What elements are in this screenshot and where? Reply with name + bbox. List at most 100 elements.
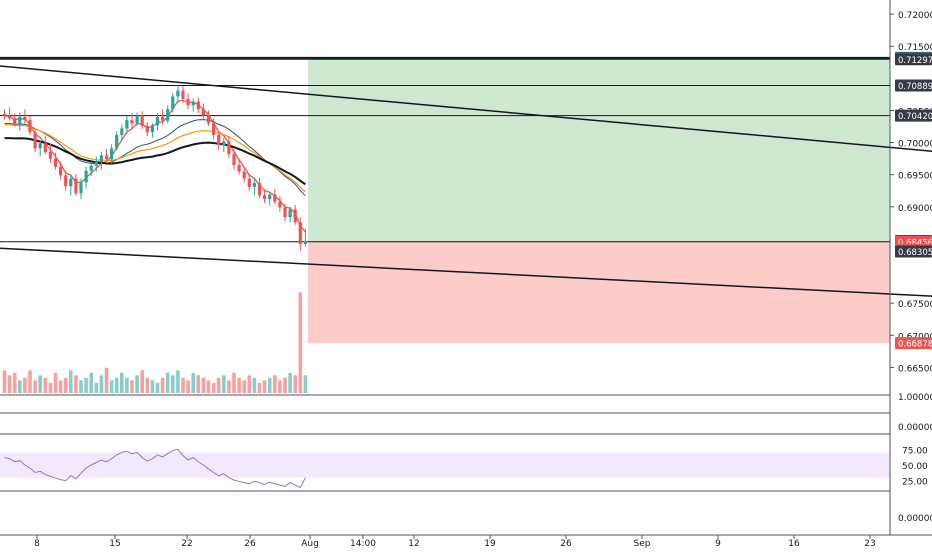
candle[interactable] — [186, 93, 190, 110]
candle-body — [79, 182, 83, 194]
stop-zone[interactable] — [308, 241, 890, 344]
candle[interactable] — [104, 149, 109, 164]
candle[interactable] — [28, 116, 32, 135]
candle-body — [115, 134, 119, 149]
candle[interactable] — [99, 151, 103, 170]
candle[interactable] — [69, 174, 73, 196]
candle[interactable] — [23, 109, 27, 124]
candle[interactable] — [43, 136, 47, 155]
candle[interactable] — [2, 109, 7, 120]
candle[interactable] — [247, 173, 251, 191]
candle-body — [206, 115, 211, 124]
candle[interactable] — [242, 166, 246, 183]
candle[interactable] — [181, 86, 185, 103]
trendline[interactable] — [0, 65, 932, 153]
candle[interactable] — [79, 178, 83, 200]
rsi-tick-label: 25.00 — [902, 478, 928, 488]
time-tick-label: Aug — [301, 539, 319, 549]
candle[interactable] — [196, 97, 200, 114]
volume-bar — [74, 375, 78, 393]
candle-body — [99, 155, 103, 162]
candle[interactable] — [115, 131, 119, 151]
price-tick-label: 0.71500 — [898, 43, 932, 53]
volume-bar — [99, 375, 104, 393]
candle[interactable] — [38, 140, 42, 157]
candle[interactable] — [33, 128, 37, 153]
candle[interactable] — [64, 170, 68, 191]
candle[interactable] — [110, 144, 114, 164]
candle[interactable] — [18, 112, 22, 132]
candle[interactable] — [135, 112, 139, 126]
candle[interactable] — [232, 149, 236, 170]
candle-body — [166, 109, 170, 121]
volume-bar — [58, 380, 63, 393]
volume-bar — [2, 370, 7, 393]
candle[interactable] — [293, 204, 297, 225]
panel-axis-label: 0.00000 — [898, 423, 932, 433]
candle[interactable] — [212, 118, 216, 140]
candle[interactable] — [237, 158, 241, 175]
candle-body — [191, 101, 195, 106]
volume-bar — [257, 382, 262, 393]
volume-bar — [33, 380, 37, 393]
candle[interactable] — [74, 174, 78, 196]
candle[interactable] — [298, 217, 302, 251]
candle[interactable] — [59, 161, 63, 180]
target-zone[interactable] — [308, 57, 890, 242]
volume-bar — [150, 380, 155, 393]
candle[interactable] — [206, 110, 211, 126]
candle[interactable] — [84, 166, 88, 189]
candle[interactable] — [125, 116, 129, 134]
candle[interactable] — [140, 111, 144, 130]
candle-body — [33, 132, 37, 149]
rsi-tick-label: 75.00 — [902, 446, 928, 456]
candle-body — [161, 116, 165, 121]
candle[interactable] — [8, 107, 12, 121]
candle-body — [247, 178, 251, 187]
candle[interactable] — [252, 178, 256, 196]
candle[interactable] — [288, 206, 292, 223]
candle-body — [171, 96, 175, 110]
candle[interactable] — [120, 124, 124, 140]
candle[interactable] — [217, 131, 221, 151]
candle[interactable] — [130, 113, 134, 129]
time-tick-label: 26 — [244, 539, 256, 549]
candle[interactable] — [89, 161, 93, 176]
candle[interactable] — [222, 137, 226, 153]
candle[interactable] — [191, 98, 195, 112]
candle[interactable] — [171, 93, 175, 113]
candle[interactable] — [48, 143, 52, 164]
candle[interactable] — [166, 105, 170, 124]
time-tick-label: 19 — [484, 539, 496, 549]
candle[interactable] — [257, 177, 262, 198]
candle[interactable] — [303, 228, 307, 247]
candle-body — [217, 134, 221, 146]
candle[interactable] — [176, 85, 180, 104]
volume-bar — [247, 375, 252, 393]
candle[interactable] — [283, 203, 287, 221]
volume-bar — [293, 375, 297, 393]
volume-bar — [130, 380, 134, 393]
candle[interactable] — [155, 113, 160, 131]
candle[interactable] — [201, 103, 205, 119]
candle[interactable] — [94, 156, 98, 172]
candle[interactable] — [268, 191, 272, 206]
candle[interactable] — [263, 188, 267, 203]
candle-body — [59, 166, 63, 176]
candle[interactable] — [278, 196, 282, 212]
candle[interactable] — [273, 188, 277, 205]
candle[interactable] — [227, 136, 231, 158]
candle[interactable] — [150, 123, 154, 138]
candle[interactable] — [53, 152, 58, 170]
trendline[interactable] — [0, 247, 932, 297]
candle[interactable] — [145, 122, 149, 137]
candle[interactable] — [13, 113, 17, 127]
volume-bar — [201, 377, 206, 393]
price-label-text: 0.68305 — [898, 248, 932, 258]
price-label-text: 0.68456 — [898, 238, 932, 248]
candle[interactable] — [161, 109, 165, 125]
price-label: 0.68305 — [895, 245, 932, 258]
candle-body — [48, 152, 52, 159]
